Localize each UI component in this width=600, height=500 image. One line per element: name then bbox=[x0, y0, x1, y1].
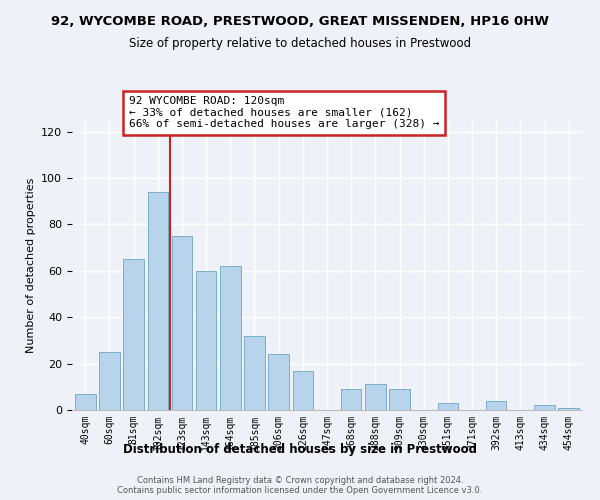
Text: Distribution of detached houses by size in Prestwood: Distribution of detached houses by size … bbox=[123, 442, 477, 456]
Text: 92 WYCOMBE ROAD: 120sqm
← 33% of detached houses are smaller (162)
66% of semi-d: 92 WYCOMBE ROAD: 120sqm ← 33% of detache… bbox=[129, 96, 439, 130]
Bar bbox=[220, 266, 241, 410]
Bar bbox=[437, 403, 458, 410]
Bar bbox=[196, 271, 217, 410]
Bar bbox=[124, 259, 144, 410]
Bar bbox=[559, 408, 579, 410]
Bar bbox=[148, 192, 168, 410]
Bar bbox=[268, 354, 289, 410]
Bar bbox=[75, 394, 95, 410]
Bar bbox=[172, 236, 192, 410]
Text: Size of property relative to detached houses in Prestwood: Size of property relative to detached ho… bbox=[129, 38, 471, 51]
Bar bbox=[244, 336, 265, 410]
Y-axis label: Number of detached properties: Number of detached properties bbox=[26, 178, 35, 352]
Bar bbox=[534, 406, 555, 410]
Bar bbox=[365, 384, 386, 410]
Bar bbox=[389, 389, 410, 410]
Bar bbox=[486, 400, 506, 410]
Text: Contains HM Land Registry data © Crown copyright and database right 2024.
Contai: Contains HM Land Registry data © Crown c… bbox=[118, 476, 482, 495]
Text: 92, WYCOMBE ROAD, PRESTWOOD, GREAT MISSENDEN, HP16 0HW: 92, WYCOMBE ROAD, PRESTWOOD, GREAT MISSE… bbox=[51, 15, 549, 28]
Bar bbox=[293, 370, 313, 410]
Bar bbox=[341, 389, 361, 410]
Bar bbox=[99, 352, 120, 410]
